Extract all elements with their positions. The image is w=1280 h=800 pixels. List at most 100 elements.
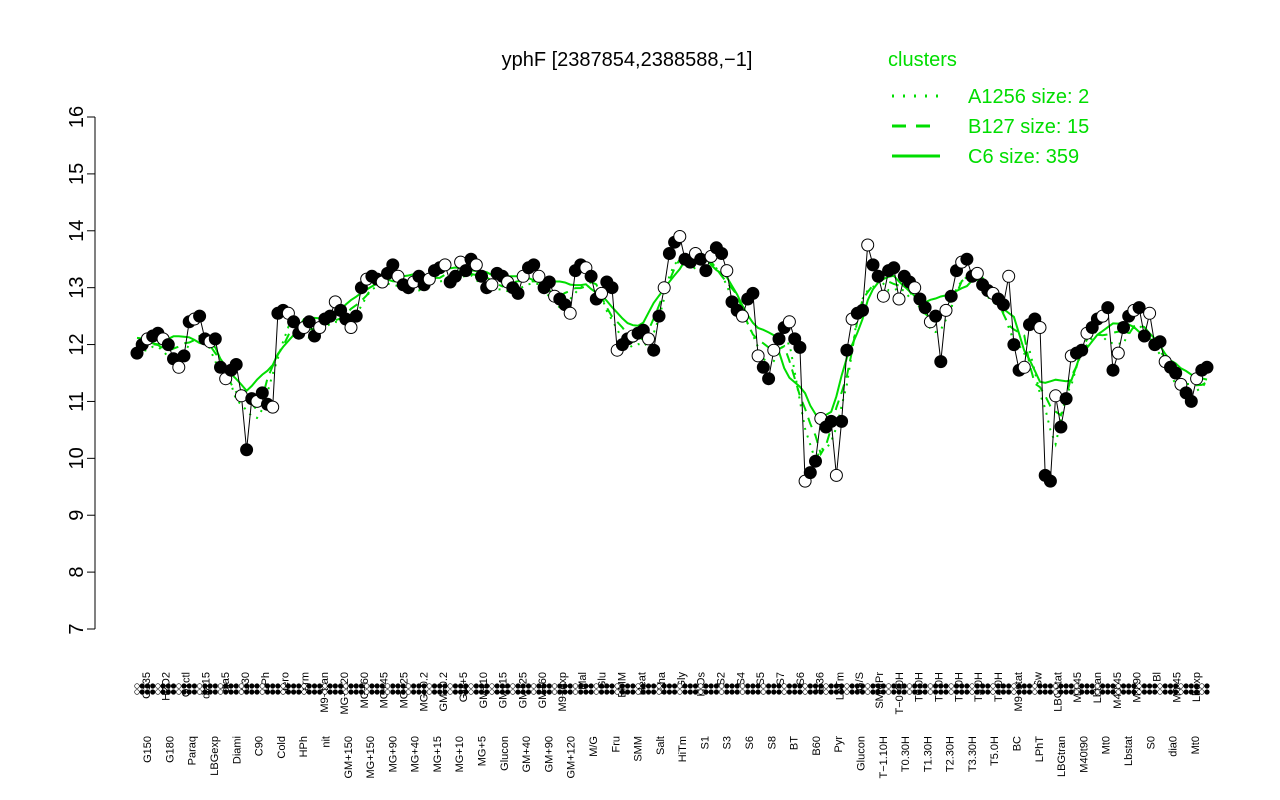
chart-title: yphF [2387854,2388588,−1]: [502, 49, 753, 71]
x-marker: [551, 683, 558, 689]
x-marker: [405, 689, 412, 695]
x-marker: [682, 689, 688, 695]
x-marker: [1110, 689, 1116, 695]
x-tick-label: S3: [722, 736, 734, 749]
x-marker: [859, 683, 866, 689]
x-marker: [296, 689, 302, 695]
x-marker: [953, 683, 960, 689]
data-point: [255, 386, 269, 400]
x-marker: [912, 689, 918, 695]
x-marker: [1115, 683, 1121, 689]
x-tick-label: T3.30H: [967, 736, 979, 772]
x-marker: [160, 689, 166, 695]
x-marker: [885, 683, 892, 689]
x-marker: [176, 683, 182, 689]
x-marker: [186, 689, 192, 695]
x-marker: [1120, 683, 1127, 689]
x-marker: [1016, 683, 1022, 689]
x-tick-label: S0: [1145, 736, 1157, 749]
x-marker: [405, 683, 412, 689]
x-marker: [870, 683, 876, 689]
x-marker: [1047, 683, 1053, 689]
data-point: [1101, 301, 1115, 315]
x-tick-label: Glucon: [499, 736, 511, 771]
x-tick-label: S8: [766, 736, 778, 749]
data-point: [1153, 335, 1167, 349]
x-marker: [823, 683, 829, 689]
x-marker: [191, 689, 197, 695]
x-marker: [927, 683, 934, 689]
x-marker: [724, 683, 730, 689]
data-point: [511, 286, 525, 300]
x-marker: [228, 683, 234, 689]
x-marker: [332, 689, 338, 695]
data-point: [563, 306, 577, 320]
x-marker: [468, 683, 474, 689]
x-marker: [217, 689, 224, 695]
x-marker: [510, 689, 516, 695]
x-marker: [959, 683, 965, 689]
x-marker: [692, 683, 699, 689]
data-point: [751, 349, 765, 363]
data-point: [657, 281, 671, 295]
x-marker: [421, 689, 427, 695]
x-marker: [447, 689, 453, 695]
x-marker: [536, 683, 542, 689]
data-point: [584, 269, 598, 283]
data-point: [835, 414, 849, 428]
x-tick-label: SMMPr: [874, 672, 886, 709]
x-marker: [593, 683, 599, 689]
x-marker: [557, 683, 563, 689]
x-marker: [546, 689, 552, 695]
x-tick-label: M40t90: [1078, 736, 1090, 773]
x-marker: [635, 683, 641, 689]
x-marker: [870, 689, 876, 695]
x-marker: [416, 689, 422, 695]
x-marker: [844, 689, 850, 695]
x-marker: [802, 689, 808, 695]
x-tick-label: G150: [142, 736, 154, 763]
x-marker: [458, 689, 464, 695]
x-marker: [160, 683, 166, 689]
data-point: [1169, 366, 1183, 380]
x-tick-label: Lbstat: [1123, 736, 1135, 766]
x-marker: [155, 689, 161, 695]
x-tick-label: BC: [1012, 736, 1024, 751]
x-marker: [280, 683, 286, 689]
x-marker: [692, 689, 699, 695]
y-tick-label: 9: [66, 510, 88, 521]
x-marker: [1141, 683, 1147, 689]
cluster-lines: [136, 250, 1208, 464]
x-marker: [1178, 683, 1184, 689]
x-marker: [624, 689, 631, 695]
x-marker: [478, 689, 485, 695]
x-marker: [927, 689, 934, 695]
x-marker: [781, 683, 787, 689]
x-marker: [729, 683, 735, 689]
x-marker: [327, 689, 333, 695]
x-marker: [1073, 689, 1080, 695]
x-tick-label: Salt: [655, 736, 667, 755]
x-marker: [332, 683, 338, 689]
x-marker: [1183, 689, 1189, 695]
x-marker: [656, 683, 662, 689]
x-marker: [1146, 683, 1153, 689]
x-marker: [275, 683, 281, 689]
x-marker: [181, 683, 187, 689]
x-marker: [505, 683, 511, 689]
x-marker: [510, 683, 516, 689]
data-point: [829, 468, 843, 482]
x-marker: [1152, 683, 1158, 689]
x-marker: [802, 683, 808, 689]
x-marker: [1068, 689, 1074, 695]
x-marker: [311, 683, 318, 689]
data-point: [944, 289, 958, 303]
x-marker: [828, 683, 834, 689]
x-marker: [812, 683, 819, 689]
x-marker: [1006, 689, 1012, 695]
x-marker: [588, 683, 594, 689]
x-marker: [797, 683, 803, 689]
x-marker: [473, 689, 479, 695]
x-marker: [343, 689, 349, 695]
x-marker: [1000, 683, 1007, 689]
